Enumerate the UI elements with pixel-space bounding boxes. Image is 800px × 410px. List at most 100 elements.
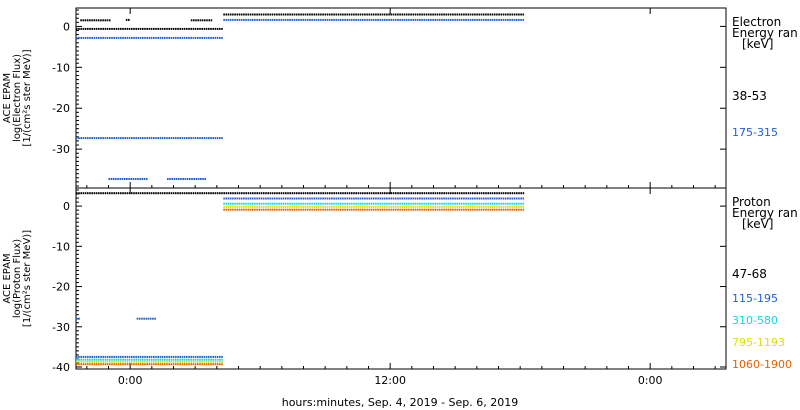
data-point [271, 18, 274, 21]
data-point [372, 13, 375, 16]
data-point [471, 208, 474, 211]
data-point [511, 197, 514, 200]
data-point [280, 13, 283, 16]
data-point [265, 192, 267, 195]
data-point [390, 208, 393, 211]
data-point [306, 205, 309, 208]
data-point [95, 27, 98, 30]
data-point [522, 202, 525, 205]
data-point [109, 192, 111, 195]
data-point [139, 360, 142, 363]
data-point [110, 178, 113, 180]
data-point [192, 137, 195, 140]
data-point [133, 27, 135, 30]
data-point [102, 360, 104, 363]
data-point [313, 205, 316, 208]
data-point [291, 192, 294, 195]
data-point [195, 178, 198, 180]
data-point [456, 192, 459, 195]
data-point [137, 363, 140, 366]
data-point [153, 355, 155, 358]
data-point [487, 18, 489, 21]
data-point [135, 355, 137, 358]
data-point [372, 18, 375, 21]
data-point [280, 197, 283, 200]
data-point [167, 178, 169, 180]
data-point [458, 192, 461, 195]
data-point [144, 358, 146, 361]
data-point [135, 137, 137, 140]
data-point [227, 13, 230, 16]
legend-entry: 38-53 [732, 89, 767, 103]
data-point [128, 363, 131, 366]
data-point [238, 202, 241, 205]
data-point [300, 197, 302, 200]
legend-title-line: [keV] [742, 37, 773, 51]
data-point [456, 202, 459, 205]
data-point [405, 18, 408, 21]
data-point [82, 137, 85, 140]
data-point [370, 197, 373, 200]
data-point [227, 18, 230, 21]
data-point [452, 197, 454, 200]
data-point [491, 205, 494, 208]
data-point [427, 13, 430, 16]
data-point [263, 192, 265, 195]
data-point [454, 208, 456, 211]
data-point [91, 137, 93, 140]
data-point [423, 202, 426, 205]
data-point [124, 358, 126, 361]
data-point [104, 27, 107, 30]
data-point [203, 137, 206, 140]
data-point [491, 202, 494, 205]
data-point [117, 36, 120, 39]
data-point [89, 355, 91, 358]
data-point [97, 19, 100, 22]
data-point [234, 205, 236, 208]
data-point [280, 202, 283, 205]
data-point [269, 208, 272, 211]
data-point [135, 192, 137, 195]
data-point [251, 197, 254, 200]
data-point [390, 202, 393, 205]
data-point [364, 205, 366, 208]
data-point [350, 13, 353, 16]
data-point [188, 358, 190, 361]
data-point [447, 202, 450, 205]
data-point [120, 358, 122, 361]
data-point [84, 36, 87, 39]
data-point [183, 358, 186, 361]
data-point [346, 205, 349, 208]
data-point [445, 192, 448, 195]
data-point [405, 205, 408, 208]
data-point [357, 13, 360, 16]
data-point [188, 137, 190, 140]
data-point [306, 13, 309, 16]
data-point [505, 192, 507, 195]
data-point [175, 358, 177, 361]
data-point [414, 13, 417, 16]
data-point [204, 19, 206, 22]
data-point [496, 208, 498, 211]
data-point [322, 208, 324, 211]
data-point [423, 13, 426, 16]
data-point [154, 317, 156, 320]
data-point [335, 18, 338, 21]
data-point [269, 202, 272, 205]
data-point [353, 208, 355, 211]
data-point [170, 358, 173, 361]
data-point [87, 358, 89, 361]
data-point [106, 360, 109, 363]
data-point [472, 192, 474, 195]
data-point [76, 363, 78, 366]
data-point [153, 360, 155, 363]
data-point [366, 18, 368, 21]
data-point [469, 192, 472, 195]
data-point [307, 192, 309, 195]
y-tick-label: -30 [52, 143, 70, 156]
data-point [159, 355, 162, 358]
data-point [311, 13, 313, 16]
data-point [463, 197, 465, 200]
data-point [342, 205, 344, 208]
